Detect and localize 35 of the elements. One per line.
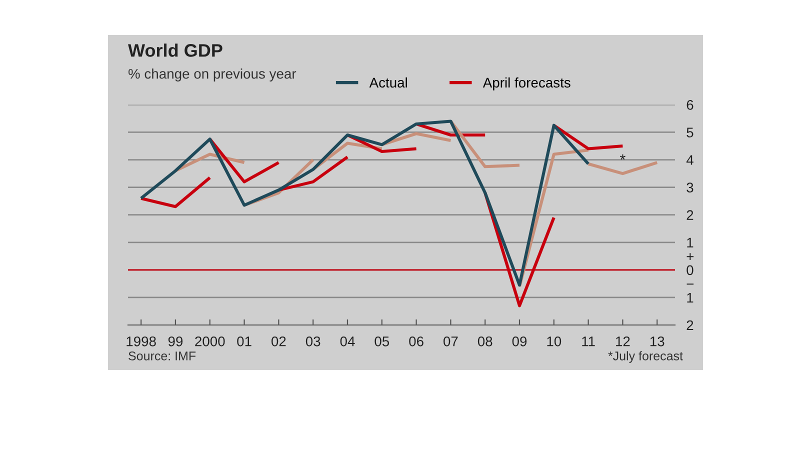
x-tick-label: 04 [340, 336, 355, 346]
y-tick-label: 5 [686, 128, 694, 138]
x-tick-label: 99 [168, 336, 183, 346]
y-tick-label: + [686, 253, 694, 260]
annotation: * [620, 154, 626, 160]
y-tick-label: 0 [686, 265, 694, 276]
text: *July forecast [608, 351, 683, 363]
y-tick-label: − [686, 284, 694, 285]
y-tick-label: 6 [686, 100, 694, 110]
y-tick-label: 1 [687, 292, 694, 302]
line-series [140, 120, 590, 287]
x-tick-label: 08 [478, 336, 492, 346]
x-tick-label: 05 [374, 336, 390, 346]
y-tick-label: 1 [687, 238, 694, 248]
legend-label: April forecasts [482, 77, 570, 90]
x-tick-label: 10 [547, 336, 562, 346]
x-tick-label: 07 [444, 336, 458, 346]
x-tick-label: 2000 [195, 336, 225, 346]
y-tick-label: 3 [686, 182, 694, 192]
y-tick-label: 2 [686, 320, 694, 330]
y-tick-label: 2 [686, 210, 694, 220]
x-tick-label: 13 [650, 336, 664, 346]
y-tick-label: 4 [686, 155, 694, 165]
x-tick-label: 1998 [126, 336, 156, 346]
source-note: Source: IMF [128, 352, 196, 360]
x-tick-label: 06 [409, 336, 424, 346]
chart-subtitle: % change on previous year [128, 68, 296, 82]
x-tick-label: 01 [237, 336, 252, 346]
x-tick-label: 02 [272, 336, 286, 346]
legend-label: Actual [369, 77, 407, 88]
x-tick-label: 12 [616, 336, 630, 346]
x-tick-label: 11 [582, 336, 595, 346]
x-tick-label: 03 [306, 336, 320, 346]
x-tick-label: 09 [512, 336, 527, 346]
chart-title: World GDP [128, 44, 222, 57]
